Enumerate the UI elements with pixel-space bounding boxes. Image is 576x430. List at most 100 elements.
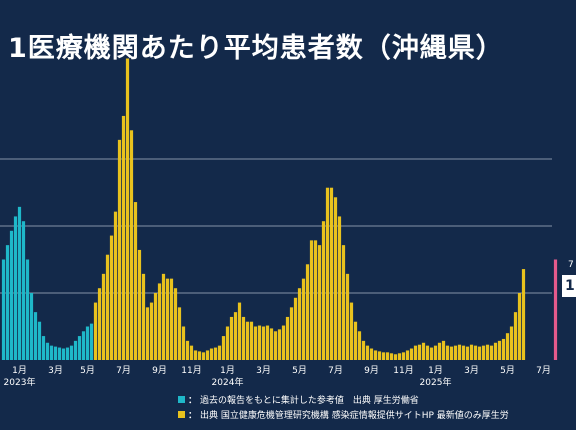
bar-s1-w36 <box>157 283 162 360</box>
bar-s1-w23 <box>105 254 110 360</box>
bar-s1-w52 <box>221 336 226 360</box>
legend-swatch-yellow <box>178 411 185 418</box>
bar-s1-w56 <box>237 302 242 360</box>
bar-s0-w5 <box>33 312 38 360</box>
legend-marker: ： <box>188 396 198 406</box>
bar-s1-w81 <box>337 216 342 360</box>
bar-s1-w82 <box>341 245 346 360</box>
bar-s1-w121 <box>497 340 502 360</box>
bar-s1-w114 <box>469 344 474 360</box>
bar-s1-w71 <box>297 288 302 360</box>
bar-s1-w60 <box>253 326 258 360</box>
bar-s1-w62 <box>261 326 266 360</box>
bar-s0-w18 <box>85 326 90 360</box>
bar-s1-w54 <box>229 316 234 360</box>
bar-s1-w40 <box>173 288 178 360</box>
bar-s1-w50 <box>213 347 218 360</box>
bar-s1-w49 <box>209 348 214 360</box>
bar-s0-w19 <box>89 323 94 360</box>
x-tick-label-9: 7月 <box>328 365 343 376</box>
bar-s0-w1 <box>17 206 22 360</box>
bar-s1-w59 <box>249 321 254 360</box>
bar-s1-w91 <box>377 351 382 360</box>
bar-s1-w96 <box>397 353 402 360</box>
bar-s1-w127 <box>521 269 526 360</box>
bar-s1-w20 <box>93 302 98 360</box>
bar-s0-w12 <box>61 348 66 360</box>
bar-s1-w120 <box>493 342 498 360</box>
bar-s1-w44 <box>189 345 194 360</box>
x-tick-label-8: 5月 <box>292 365 307 376</box>
x-tick-label-2: 5月 <box>80 365 95 376</box>
x-tick-label-11: 11月 <box>393 365 413 376</box>
x-tick-label-0: 1月 <box>12 365 27 376</box>
bars <box>1 58 558 361</box>
bar-s0-w11 <box>57 347 62 360</box>
bar-s1-w87 <box>361 340 366 360</box>
bar-s1-w73 <box>305 264 310 360</box>
bar-s1-w107 <box>441 340 446 360</box>
bar-s1-w66 <box>277 329 282 360</box>
bar-s0-w15 <box>73 340 78 360</box>
legend-marker: ： <box>188 411 198 421</box>
bar-s1-w83 <box>345 273 350 360</box>
bar-s1-w105 <box>433 345 438 360</box>
x-tick-label-3: 7月 <box>116 365 131 376</box>
x-tick-label-15: 7月 <box>536 365 551 376</box>
bar-s1-w123 <box>505 333 510 360</box>
callout-top-label: 7 <box>568 260 574 270</box>
bar-s1-w26 <box>117 139 122 360</box>
bar-s1-w72 <box>301 278 306 360</box>
bar-s1-w106 <box>437 342 442 360</box>
bar-s1-w88 <box>365 345 370 360</box>
bar-s1-w68 <box>285 316 290 360</box>
bar-s1-w126 <box>517 293 522 360</box>
bar-s1-w41 <box>177 307 182 360</box>
bar-s1-w53 <box>225 326 230 360</box>
legend-text: 過去の報告をもとに集計した参考値 出典 厚生労働省 <box>200 396 419 406</box>
bar-s1-w45 <box>193 350 198 360</box>
bar-s1-w92 <box>381 352 386 360</box>
bar-s1-w104 <box>429 347 434 360</box>
bar-s0-w17 <box>81 331 86 360</box>
bar-s0-w3 <box>25 259 30 360</box>
bar-s1-w24 <box>109 235 114 360</box>
year-label-1: 2024年 <box>212 376 244 388</box>
bar-s1-w35 <box>153 293 158 360</box>
x-axis-ticks: 1月 3月 5月 7月 9月 11月 1月 3月 5月 7月 9月 11月 1月 3月 5月 7月 2023年 2… <box>4 365 551 388</box>
bar-s1-w125 <box>513 312 518 360</box>
bar-s1-w43 <box>185 340 190 360</box>
bar-s1-w85 <box>353 321 358 360</box>
bar-s1-w124 <box>509 326 514 360</box>
bar-s1-w116 <box>477 346 482 360</box>
bar-s1-w100 <box>413 345 418 360</box>
bar-s1-w98 <box>405 350 410 360</box>
bar-s0-w14 <box>69 345 74 360</box>
bar-s1-w78 <box>325 187 330 360</box>
bar-s1-w115 <box>473 345 478 360</box>
bar-s1-w118 <box>485 344 490 360</box>
bar-s1-w90 <box>373 350 378 360</box>
bar-s1-w32 <box>141 273 146 360</box>
bar-s1-w64 <box>269 328 274 360</box>
bar-s1-w99 <box>409 348 414 360</box>
bar-s1-w97 <box>401 352 406 360</box>
x-tick-label-5: 11月 <box>181 365 201 376</box>
bar-s1-w113 <box>465 346 470 360</box>
bar-s1-w22 <box>101 273 106 360</box>
x-tick-label-12: 1月 <box>428 365 443 376</box>
x-tick-label-1: 3月 <box>48 365 63 376</box>
legend-item-reference: ： 過去の報告をもとに集計した参考値 出典 厚生労働省 <box>178 393 419 406</box>
bar-s1-w111 <box>457 344 462 360</box>
bar-s1-w33 <box>145 307 150 360</box>
bar-s1-w57 <box>241 316 246 360</box>
bar-s1-w42 <box>181 326 186 360</box>
bar-s0-w6 <box>37 321 42 360</box>
bar-s1-w89 <box>369 348 374 360</box>
bar-s1-w30 <box>133 202 138 360</box>
bar-s1-w29 <box>129 130 134 360</box>
bar-s1-w112 <box>461 345 466 360</box>
bar-s1-w110 <box>453 345 458 360</box>
bar-s1-w63 <box>265 325 270 360</box>
bar-s1-w27 <box>121 115 126 361</box>
